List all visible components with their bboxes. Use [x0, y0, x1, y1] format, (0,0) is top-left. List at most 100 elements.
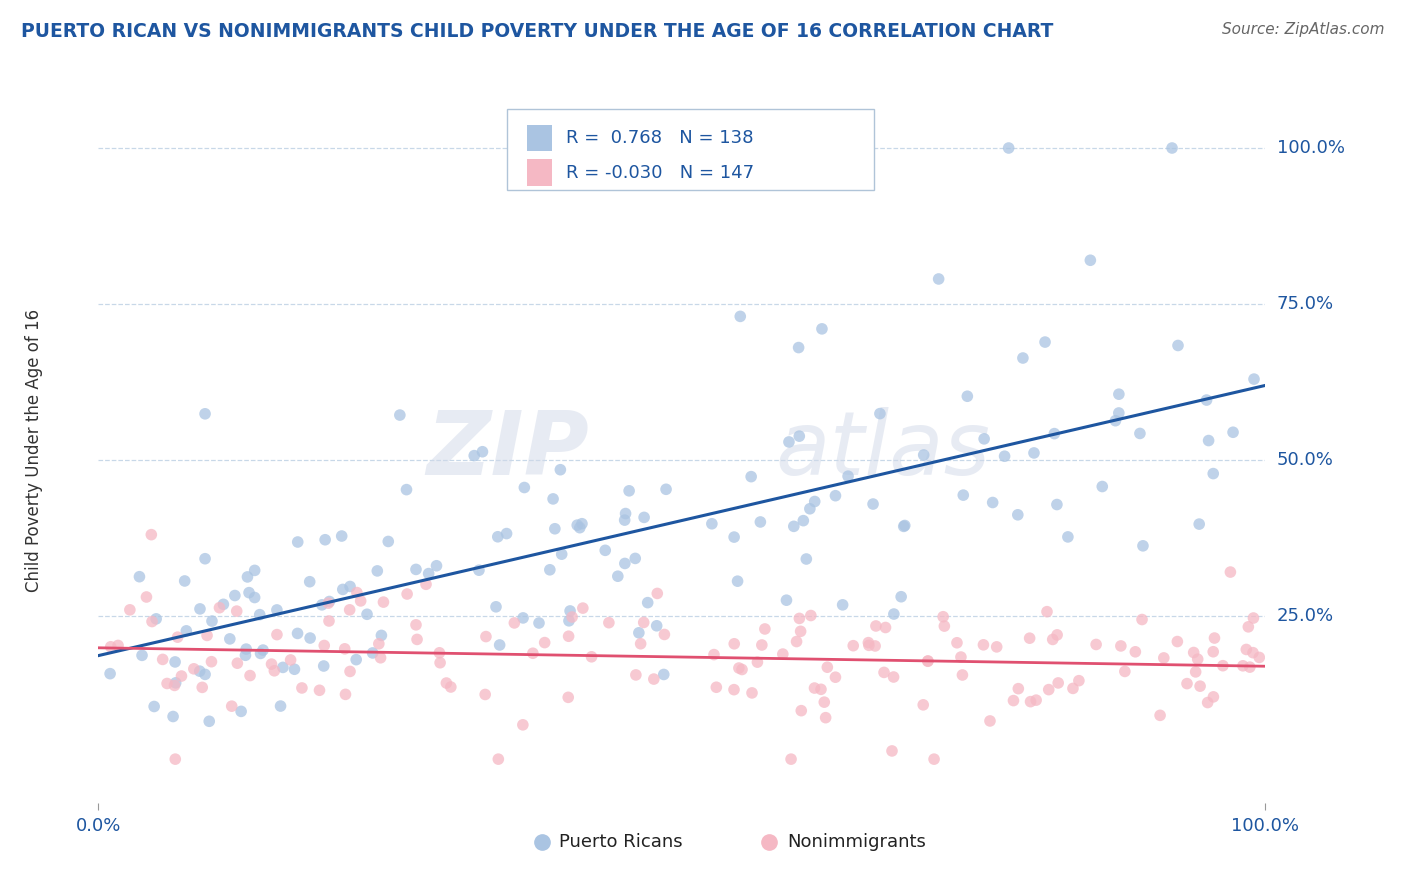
Point: [789, 611, 811, 625]
Point: [311, 598, 333, 612]
Point: [645, 619, 668, 633]
Point: [486, 530, 509, 544]
Point: [173, 574, 195, 588]
Point: [1125, 645, 1147, 659]
Point: [1046, 498, 1069, 512]
Point: [239, 668, 262, 682]
Point: [350, 594, 373, 608]
Point: [366, 564, 388, 578]
Point: [1085, 637, 1108, 651]
Point: [787, 429, 810, 443]
Point: [778, 434, 800, 449]
Point: [434, 676, 457, 690]
Text: ZIP: ZIP: [426, 407, 589, 494]
Point: [141, 527, 163, 541]
Point: [226, 657, 249, 671]
Point: [1018, 631, 1040, 645]
Bar: [527, 160, 553, 186]
Point: [858, 635, 880, 649]
Point: [141, 615, 163, 629]
Point: [630, 637, 652, 651]
Point: [1237, 620, 1260, 634]
Point: [803, 494, 825, 508]
Point: [890, 590, 912, 604]
Point: [429, 656, 451, 670]
Point: [165, 655, 187, 669]
Point: [994, 449, 1017, 463]
Point: [865, 619, 887, 633]
Point: [287, 626, 309, 640]
Point: [195, 628, 218, 642]
Point: [1149, 708, 1171, 723]
Point: [873, 665, 896, 680]
Point: [1175, 676, 1198, 690]
Point: [1182, 646, 1205, 660]
Point: [370, 650, 392, 665]
Point: [425, 558, 447, 573]
Point: [1033, 334, 1056, 349]
Text: Source: ZipAtlas.com: Source: ZipAtlas.com: [1222, 22, 1385, 37]
Point: [799, 501, 821, 516]
Point: [912, 698, 935, 712]
Point: [1067, 673, 1090, 688]
Point: [468, 563, 491, 577]
Point: [512, 611, 534, 625]
Point: [218, 632, 240, 646]
Point: [238, 585, 260, 599]
Point: [1204, 631, 1226, 645]
Point: [932, 609, 955, 624]
Point: [475, 630, 498, 644]
Point: [1080, 253, 1102, 268]
Point: [152, 652, 174, 666]
Point: [598, 615, 620, 630]
Point: [1202, 690, 1225, 704]
Point: [287, 535, 309, 549]
Point: [314, 639, 336, 653]
Point: [370, 628, 392, 642]
Point: [429, 646, 451, 660]
Point: [557, 690, 579, 705]
Point: [862, 497, 884, 511]
Point: [728, 661, 751, 675]
Point: [225, 604, 247, 618]
Point: [344, 653, 367, 667]
Point: [135, 590, 157, 604]
Point: [271, 660, 294, 674]
Point: [318, 614, 340, 628]
Point: [1043, 426, 1066, 441]
Point: [740, 469, 762, 483]
Point: [1091, 479, 1114, 493]
Point: [373, 595, 395, 609]
Point: [405, 617, 427, 632]
Point: [613, 513, 636, 527]
Point: [194, 667, 217, 681]
Point: [1241, 646, 1264, 660]
Point: [1241, 611, 1264, 625]
Point: [1007, 681, 1029, 696]
Point: [243, 591, 266, 605]
Point: [893, 518, 915, 533]
Point: [813, 695, 835, 709]
Point: [786, 634, 808, 648]
Point: [318, 594, 340, 608]
Point: [312, 659, 335, 673]
Point: [568, 521, 591, 535]
Point: [824, 670, 846, 684]
Point: [100, 640, 122, 654]
Point: [299, 631, 322, 645]
Point: [1243, 372, 1265, 386]
Point: [283, 662, 305, 676]
Point: [1062, 681, 1084, 696]
Point: [572, 601, 595, 615]
Point: [593, 543, 616, 558]
Point: [1057, 530, 1080, 544]
Point: [260, 657, 283, 672]
Point: [581, 649, 603, 664]
Point: [928, 272, 950, 286]
Point: [488, 638, 510, 652]
Point: [314, 533, 336, 547]
Point: [655, 483, 678, 497]
Point: [1114, 665, 1136, 679]
Point: [952, 668, 974, 682]
Point: [1189, 679, 1212, 693]
